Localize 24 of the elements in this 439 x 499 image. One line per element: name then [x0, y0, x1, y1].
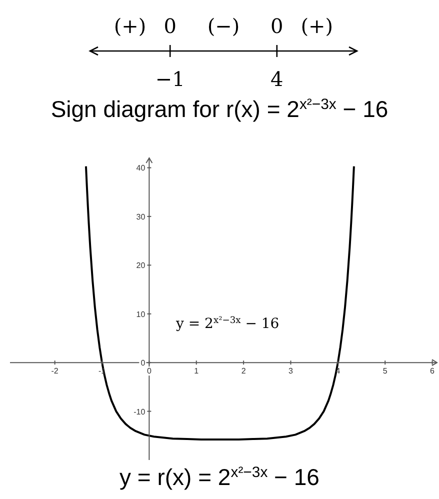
x-tick-label: 6	[430, 366, 436, 376]
line-series	[84, 165, 355, 441]
text: Sign diagram for r(x) = 2$^{x²−3x}$ − 16	[50, 94, 390, 124]
x-tick-label: 1	[194, 366, 200, 376]
text: (−)	[207, 14, 240, 38]
y-tick-label: 40	[136, 164, 146, 173]
y-tick-label: 30	[136, 212, 146, 222]
x-tick-label: 3	[288, 366, 294, 376]
y-tick-label: 20	[136, 261, 146, 270]
y-tick-label: 0	[140, 358, 146, 368]
text: (+)	[114, 14, 146, 38]
x-tick-label: 0	[146, 366, 152, 376]
text: (+)	[300, 14, 334, 38]
y-tick-label: 10	[136, 310, 146, 319]
x-tick-label: -2	[51, 366, 59, 376]
category-label: 4	[270, 67, 284, 91]
text: y = r(x) = 2$^{x²−3x}$ − 16	[118, 464, 320, 490]
y-tick-label: -10	[134, 407, 146, 416]
x-tick-label: 5	[382, 366, 388, 376]
category-label: −1	[155, 67, 185, 91]
text: 0	[164, 14, 176, 38]
text: 0	[270, 14, 284, 38]
x-tick-label: 2	[241, 366, 246, 376]
text: y = 2$^{x²−3x}$ − 16	[176, 316, 280, 332]
